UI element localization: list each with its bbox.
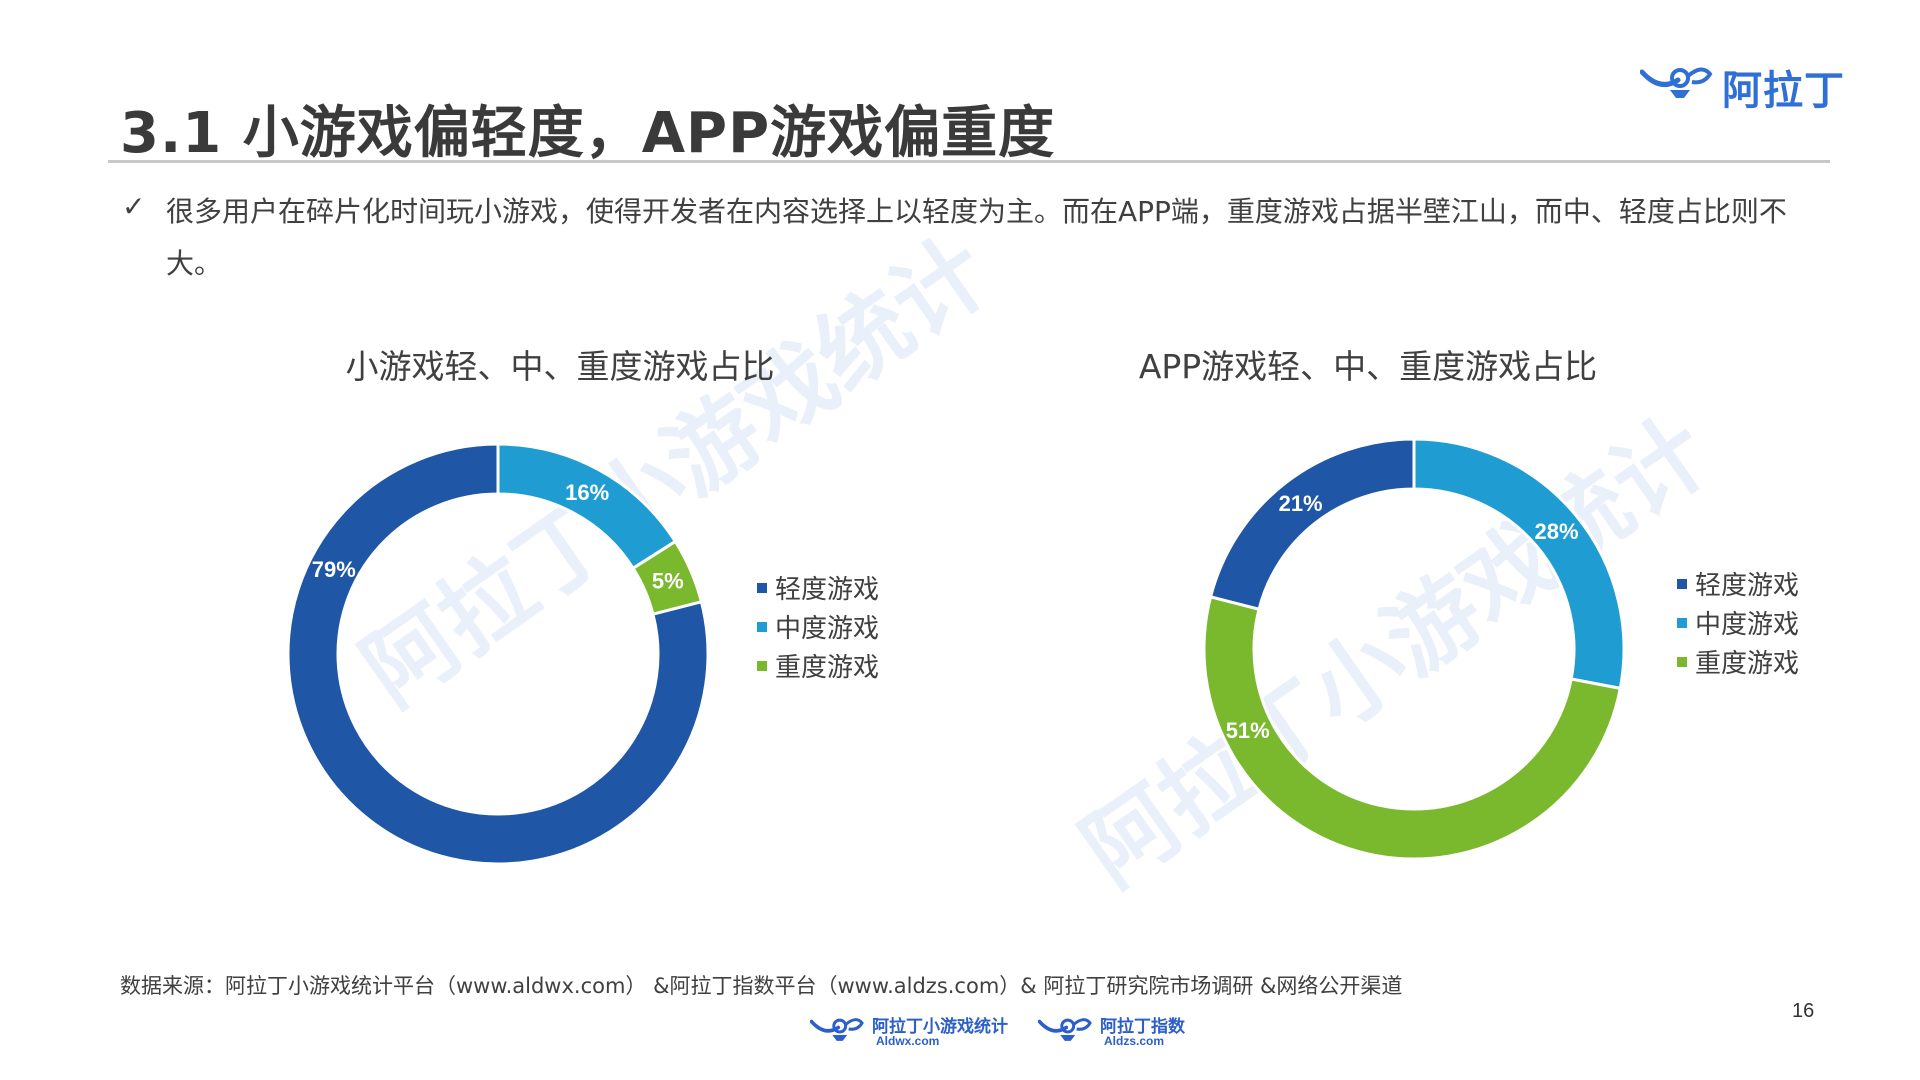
legend-label: 重度游戏: [775, 653, 880, 683]
data-label: 21%: [1279, 491, 1323, 516]
legend-swatch: [1677, 578, 1687, 589]
data-label: 5%: [652, 569, 684, 594]
legend-swatch: [757, 582, 767, 593]
page-number: 16: [1792, 1000, 1815, 1022]
donut-segment: [286, 442, 710, 866]
page-title: 3.1 小游戏偏轻度，APP游戏偏重度: [120, 101, 1056, 166]
footer-logo-aldzs: 阿拉丁指数 Aldzs.com: [1038, 1012, 1198, 1052]
legend-swatch: [757, 621, 767, 632]
legend-label: 重度游戏: [1695, 649, 1800, 679]
donut-segment: [496, 442, 678, 571]
legend-swatch: [757, 660, 767, 671]
legend-item: 中度游戏: [1677, 603, 1799, 642]
legend-swatch: [1677, 617, 1687, 628]
chart-mini-games: 小游戏轻、中、重度游戏占比 16% 5% 79% 轻度游戏中度游戏重度游戏: [0, 340, 960, 900]
lamp-icon: [1038, 1018, 1092, 1041]
checkmark-icon: ✓: [122, 190, 146, 223]
donut-segment: [1412, 437, 1626, 691]
title-divider: [108, 160, 1830, 163]
data-label: 51%: [1226, 718, 1270, 743]
chart-title: 小游戏轻、中、重度游戏占比: [345, 347, 775, 386]
chart-app-games: APP游戏轻、中、重度游戏占比 28% 51% 21% 轻度游戏中度游戏重度游戏: [960, 340, 1920, 900]
chart-legend: 轻度游戏中度游戏重度游戏: [1677, 564, 1799, 681]
legend-item: 轻度游戏: [1677, 564, 1799, 603]
legend-item: 重度游戏: [757, 646, 879, 685]
legend-label: 轻度游戏: [1695, 571, 1800, 601]
legend-label: 中度游戏: [775, 614, 880, 644]
lamp-icon: [1640, 67, 1713, 98]
legend-item: 轻度游戏: [757, 568, 879, 607]
footer-logo-aldwx: 阿拉丁小游戏统计 Aldwx.com: [810, 1012, 1010, 1052]
donut-chart: 16% 5% 79%: [286, 442, 710, 866]
data-label: 79%: [312, 557, 356, 582]
data-label: 16%: [565, 480, 609, 505]
legend-item: 重度游戏: [1677, 642, 1799, 681]
brand-name: 阿拉丁: [1722, 68, 1845, 114]
data-label: 28%: [1535, 519, 1579, 544]
source-note: 数据来源：阿拉丁小游戏统计平台（www.aldwx.com） &阿拉丁指数平台（…: [120, 974, 1403, 998]
donut-chart: 28% 51% 21%: [1202, 437, 1626, 861]
legend-swatch: [1677, 656, 1687, 667]
bullet-text: 很多用户在碎片化时间玩小游戏，使得开发者在内容选择上以轻度为主。而在APP端，重…: [166, 195, 1787, 280]
legend-item: 中度游戏: [757, 607, 879, 646]
brand-logo: 阿拉丁: [1640, 58, 1850, 114]
donut-segment: [1202, 594, 1623, 861]
legend-label: 中度游戏: [1695, 610, 1800, 640]
footer-logo-domain: Aldzs.com: [1104, 1034, 1165, 1048]
chart-title: APP游戏轻、中、重度游戏占比: [1138, 347, 1598, 386]
footer-logo-name: 阿拉丁指数: [1100, 1017, 1185, 1037]
footer-logo-name: 阿拉丁小游戏统计: [872, 1017, 1008, 1037]
footer-logo-domain: Aldwx.com: [876, 1034, 940, 1048]
chart-legend: 轻度游戏中度游戏重度游戏: [757, 568, 879, 685]
legend-label: 轻度游戏: [775, 575, 880, 605]
donut-segment: [1208, 437, 1416, 612]
lamp-icon: [810, 1018, 864, 1041]
